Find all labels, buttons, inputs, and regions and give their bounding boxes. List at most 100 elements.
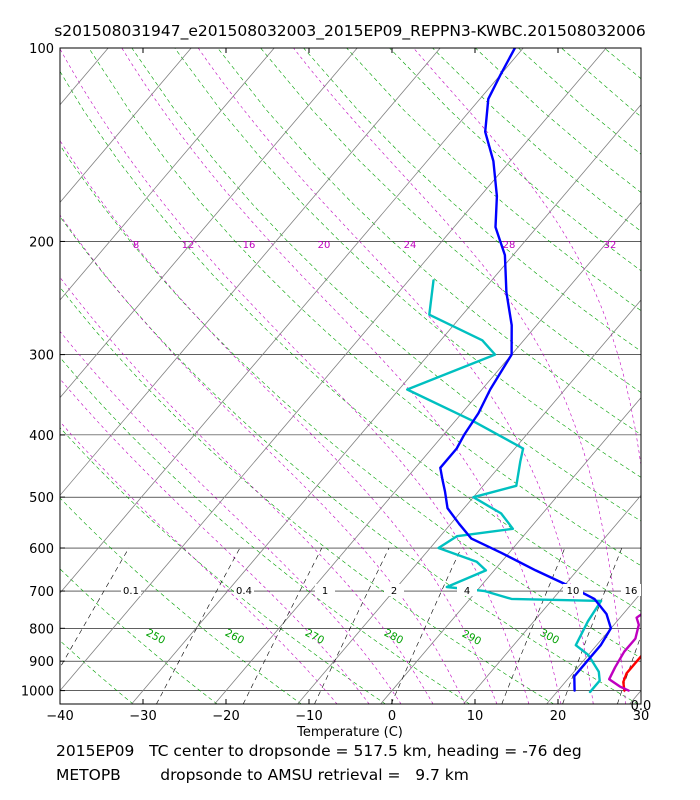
isotherm-line (60, 48, 441, 496)
dry-adiabat (690, 48, 700, 704)
dry-adiabat (432, 48, 641, 232)
mixing-ratio-label-bg (121, 584, 141, 596)
x-tick-label: −10 (295, 709, 322, 724)
chart-title: s201508031947_e201508032003_2015EP09_REP… (54, 22, 646, 40)
isotherm-line (629, 689, 641, 704)
mixing-ratio-label-bg (563, 584, 583, 596)
dry-adiabat (475, 48, 641, 193)
dry-adiabat (604, 48, 641, 80)
y-tick-label: 900 (29, 655, 54, 670)
isotherm-line (60, 48, 524, 594)
dry-adiabat-label: 300 (538, 627, 561, 647)
dry-adiabat-label: 260 (223, 627, 246, 647)
mixing-ratio-label-bg (457, 584, 477, 596)
y-tick-label: 400 (29, 429, 54, 444)
x-tick-label: 10 (467, 709, 484, 724)
mixing-ratio-label: 1 (322, 586, 328, 597)
dry-adiabat (518, 48, 641, 155)
y-tick-label: 600 (29, 542, 54, 557)
moist-adiabat (60, 276, 434, 704)
mixing-ratio-label: 0.4 (236, 586, 252, 597)
moist-adiabat-label: 32 (604, 240, 617, 251)
isotherm-line (463, 494, 641, 704)
isotherm-line (60, 48, 275, 301)
corner-label: 0.0 (631, 699, 652, 714)
dry-adiabat (217, 48, 641, 435)
dry-adiabat (60, 70, 641, 612)
dry-adiabat (131, 48, 641, 522)
dry-adiabat (60, 286, 555, 704)
moist-adiabat (60, 140, 498, 704)
mixing-ratio-label: 0.1 (123, 586, 139, 597)
x-axis-label: Temperature (C) (296, 725, 403, 740)
mixing-ratio-label: 4 (464, 586, 470, 597)
mixing-ratio-line (617, 634, 641, 704)
series-dropsonde-dewpoint (406, 279, 603, 694)
moist-adiabat (413, 48, 641, 468)
moist-adiabat-label: 28 (503, 240, 516, 251)
moist-adiabat (197, 48, 594, 704)
mixing-ratio-label-bg (384, 584, 404, 596)
dry-adiabat-label: 280 (382, 627, 405, 647)
dry-adiabat (60, 568, 218, 704)
y-tick-label: 500 (29, 491, 54, 506)
moist-adiabat (293, 48, 626, 704)
y-tick-label: 1000 (21, 685, 54, 700)
moist-adiabat (60, 330, 402, 704)
isotherm-line (0, 48, 25, 704)
moist-adiabat-label: 8 (133, 240, 139, 251)
moist-adiabat-label: 16 (243, 240, 256, 251)
moist-adiabat (60, 214, 466, 704)
dry-adiabat (88, 48, 641, 567)
x-tick-label: 30 (633, 709, 650, 724)
dry-adiabat (0, 48, 49, 704)
dry-adiabat (60, 427, 386, 704)
moist-adiabat-label: 20 (318, 240, 331, 251)
isotherm-line (380, 397, 641, 704)
y-tick-label: 700 (29, 585, 54, 600)
mixing-ratio-line (314, 547, 390, 704)
dry-adiabat (389, 48, 641, 272)
y-tick-label: 100 (29, 42, 54, 57)
moist-adiabat (121, 48, 562, 704)
y-tick-label: 300 (29, 349, 54, 364)
dry-adiabat (647, 48, 700, 704)
x-tick-label: 0 (388, 709, 396, 724)
dry-adiabat (346, 48, 641, 312)
mixing-ratio-label: 16 (625, 586, 638, 597)
series-AMSU-retrieval-moist (608, 613, 641, 692)
mixing-ratio-label-bg (234, 584, 254, 596)
isotherm-line (60, 48, 358, 399)
moist-adiabat (60, 421, 338, 704)
isotherm-line (60, 48, 109, 106)
series-AMSU-temperature (439, 48, 613, 692)
dry-adiabat (60, 497, 302, 704)
y-tick-label: 800 (29, 622, 54, 637)
dry-adiabat-label: 250 (144, 627, 167, 647)
isotherm-line (60, 48, 192, 203)
footer-line-2: METOPB dropsonde to AMSU retrieval = 9.7… (56, 766, 469, 784)
background-grid (0, 48, 700, 704)
y-tick-label: 200 (29, 235, 54, 250)
mixing-ratio-label: 2 (391, 586, 397, 597)
x-tick-label: −20 (212, 709, 239, 724)
dry-adiabat (260, 48, 641, 393)
plot-frame (59, 47, 642, 705)
mixing-ratio-label: 10 (567, 586, 580, 597)
dry-adiabat (60, 216, 639, 704)
mixing-ratio-line (501, 547, 566, 704)
dry-adiabat (60, 357, 471, 704)
moist-adiabat-label: 12 (182, 240, 195, 251)
x-tick-label: −40 (46, 709, 73, 724)
moist-adiabat (60, 48, 530, 704)
x-tick-label: 20 (550, 709, 567, 724)
isotherm-line (214, 201, 641, 704)
dry-adiabat-label: 290 (460, 628, 483, 648)
dry-adiabat (174, 48, 641, 478)
data-series (406, 48, 641, 694)
dry-adiabat (561, 48, 641, 117)
mixing-ratio-label-bg (315, 584, 335, 596)
footer-line-1: 2015EP09 TC center to dropsonde = 517.5 … (56, 742, 582, 760)
